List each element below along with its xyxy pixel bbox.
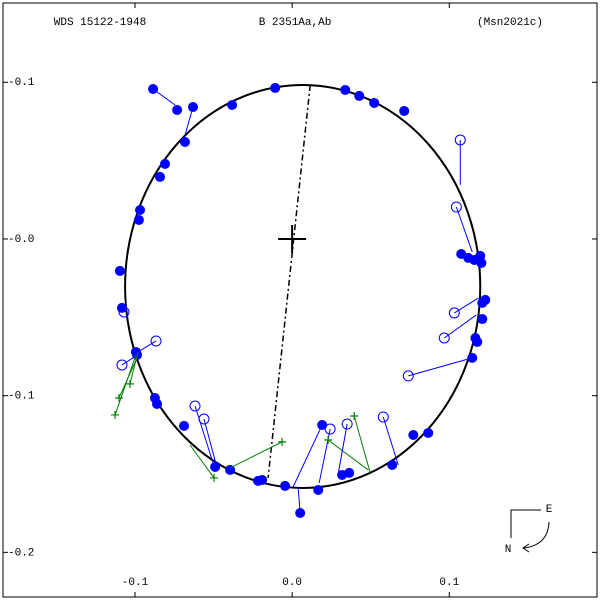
residual-line: [455, 206, 473, 253]
observation: [472, 336, 483, 347]
observation: [152, 398, 162, 409]
observation: [354, 90, 365, 101]
node-line: [267, 84, 311, 478]
residual-line: [443, 314, 477, 339]
observation: [280, 480, 291, 491]
observation: [111, 410, 120, 419]
chart-title: WDS 15122-1948: [54, 17, 146, 29]
observation: [257, 474, 268, 485]
observation: [324, 423, 336, 435]
observation: [450, 201, 462, 213]
observation: [148, 84, 159, 95]
observation: [270, 82, 281, 93]
x-tick-label: 0.0: [282, 577, 302, 589]
observation: [160, 158, 171, 169]
observation: [154, 171, 165, 182]
observation: [295, 508, 306, 519]
observation: [114, 265, 125, 276]
residual-line: [382, 416, 399, 466]
observation: [125, 379, 134, 388]
observation: [227, 100, 238, 111]
observation: [399, 105, 410, 116]
observation: [344, 467, 355, 478]
residual-line: [182, 106, 194, 143]
residual-line: [203, 418, 218, 469]
orbit: [124, 83, 482, 489]
residual-line: [189, 444, 215, 479]
compass-arrowhead: [522, 543, 530, 553]
residual-line: [121, 355, 137, 366]
x-tick-label: 0.1: [439, 577, 459, 589]
observation: [438, 332, 450, 344]
observation: [340, 84, 351, 95]
residual-line: [114, 354, 137, 416]
observation: [179, 136, 190, 147]
compass-axes: [510, 509, 541, 538]
observation: [423, 427, 434, 438]
compass-east: E: [546, 504, 553, 516]
x-tick-label: -0.1: [122, 577, 149, 589]
y-tick-label: -0.1: [8, 391, 35, 403]
residual-line: [137, 340, 157, 353]
observation: [198, 413, 210, 425]
observation: [135, 204, 146, 215]
observation: [133, 215, 144, 226]
chart-subtitle: B 2351Aa,Ab: [259, 17, 332, 29]
observation: [454, 134, 466, 146]
observation: [225, 464, 236, 475]
residual-line: [408, 357, 473, 377]
y-tick-label: -0.1: [8, 77, 35, 89]
observation: [317, 419, 328, 430]
residual-line: [454, 297, 479, 314]
observation: [350, 412, 359, 421]
compass-arrow: [523, 521, 550, 549]
observation: [210, 461, 221, 472]
observation: [402, 370, 414, 382]
observation: [377, 411, 389, 423]
observation: [476, 257, 487, 268]
observation: [172, 105, 183, 116]
observation: [114, 394, 123, 403]
compass: [510, 509, 550, 553]
observation: [448, 307, 460, 319]
observation: [387, 459, 398, 470]
residual-line: [337, 423, 348, 475]
observation: [313, 484, 324, 495]
observation: [189, 400, 201, 412]
observation: [369, 97, 380, 108]
residual-line: [194, 405, 215, 467]
residual-line: [353, 415, 371, 474]
y-tick-label: -0.2: [8, 547, 34, 559]
residual-line: [292, 424, 323, 488]
observation: [116, 359, 128, 371]
observation: [179, 420, 190, 431]
y-tick-label: -0.0: [8, 234, 34, 246]
observation: [324, 436, 333, 444]
residual-line: [229, 441, 283, 469]
observation: [341, 418, 353, 430]
observation: [408, 429, 419, 440]
observation: [278, 437, 287, 446]
observation: [187, 102, 198, 113]
observation: [210, 473, 219, 482]
observation: [477, 297, 488, 308]
reference: (Msn2021c): [477, 17, 543, 29]
observation: [477, 314, 488, 325]
residual-line: [120, 304, 125, 313]
observation: [150, 335, 162, 347]
observation: [118, 306, 130, 318]
compass-north: N: [505, 544, 512, 556]
residual-line: [129, 351, 139, 385]
residual-line: [327, 439, 369, 471]
